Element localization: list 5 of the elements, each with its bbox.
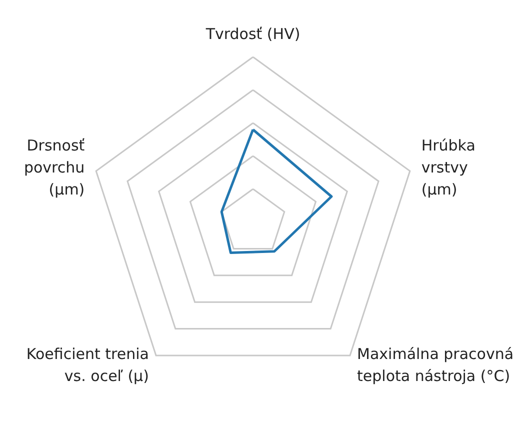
spoke-label: Koeficient trenia vs. oceľ (µ) (26, 345, 149, 386)
spoke-label: Tvrdosť (HV) (204, 25, 300, 43)
spoke-label: Maximálna pracovná teplota nástroja (°C) (357, 345, 514, 386)
spoke-label: Drsnosť povrchu (µm) (24, 136, 85, 198)
spoke-label: Hrúbka vrstvy (µm) (421, 136, 476, 198)
